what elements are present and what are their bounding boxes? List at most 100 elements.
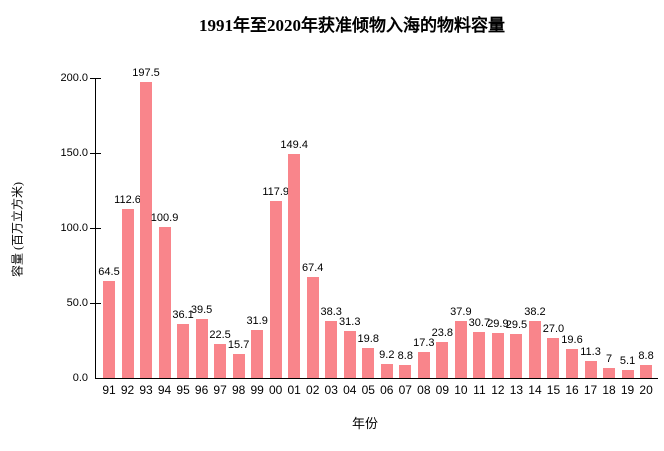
bar-19 — [621, 370, 634, 378]
x-tick-label: 12 — [491, 383, 505, 397]
x-axis-title: 年份 — [351, 416, 378, 431]
x-tick-label: 03 — [324, 383, 338, 397]
bar-value-label: 31.9 — [246, 315, 268, 328]
x-tick-label: 98 — [231, 383, 246, 397]
bar-value-label: 22.5 — [209, 329, 231, 342]
bar-value-label: 64.5 — [98, 266, 120, 279]
bar-91 — [103, 281, 115, 378]
bar-01 — [288, 153, 301, 378]
bar-09 — [436, 342, 449, 378]
x-tick-label: 20 — [639, 383, 653, 397]
x-tick-label: 18 — [602, 383, 616, 397]
y-tick-mark — [90, 228, 101, 229]
bar-value-label: 36.1 — [172, 308, 194, 321]
bar-value-label: 19.6 — [561, 333, 583, 346]
bar-value-label: 112.6 — [114, 194, 141, 207]
bar-02 — [306, 276, 319, 378]
y-tick-label: 50.0 — [66, 297, 88, 309]
x-tick-label: 04 — [343, 383, 357, 397]
x-tick-label: 93 — [139, 383, 153, 397]
bar-value-label: 38.3 — [320, 305, 342, 318]
y-tick-mark — [90, 78, 101, 79]
bar-05 — [362, 348, 375, 378]
y-tick-mark — [90, 303, 101, 304]
bar-value-label: 100.9 — [150, 211, 179, 224]
bar-94 — [158, 226, 171, 378]
bar-value-label: 29.9 — [487, 318, 509, 331]
x-tick-label: 02 — [306, 383, 320, 397]
x-tick-label: 07 — [398, 383, 412, 397]
bar-value-label: 38.2 — [524, 305, 546, 318]
bar-16 — [566, 348, 578, 378]
x-tick-label: 91 — [102, 383, 116, 397]
x-tick-label: 05 — [361, 383, 375, 397]
bar-20 — [640, 364, 653, 378]
x-tick-label: 16 — [565, 383, 579, 397]
bar-value-label: 11.3 — [580, 346, 601, 359]
bar-value-label: 5.1 — [619, 355, 636, 368]
bar-12 — [491, 333, 504, 378]
x-tick-label: 01 — [287, 383, 301, 397]
bar-18 — [603, 367, 616, 378]
bar-value-label: 117.9 — [262, 186, 290, 199]
x-axis-line — [95, 378, 658, 379]
bar-value-label: 39.5 — [190, 303, 213, 316]
x-tick-label: 95 — [176, 383, 190, 397]
bar-07 — [399, 364, 412, 378]
x-tick-label: 11 — [473, 383, 486, 397]
x-tick-label: 17 — [583, 383, 598, 397]
x-tick-label: 00 — [268, 383, 283, 397]
bar-value-label: 9.2 — [379, 349, 395, 362]
bar-value-label: 30.7 — [468, 316, 491, 329]
bar-value-label: 29.5 — [505, 318, 528, 331]
bar-value-label: 8.8 — [638, 349, 654, 362]
bar-value-label: 19.8 — [357, 333, 379, 346]
bar-99 — [251, 330, 264, 378]
x-tick-label: 96 — [194, 383, 209, 397]
bar-03 — [325, 320, 338, 378]
x-tick-label: 10 — [454, 383, 468, 397]
bar-value-label: 8.8 — [397, 349, 413, 362]
bar-96 — [195, 318, 208, 378]
bar-11 — [473, 331, 486, 378]
x-tick-label: 99 — [250, 383, 264, 397]
y-tick-label: 100.0 — [60, 222, 88, 234]
x-tick-label: 92 — [120, 383, 135, 397]
bar-value-label: 31.3 — [339, 316, 361, 329]
bar-97 — [214, 344, 227, 378]
bar-15 — [547, 337, 560, 378]
x-tick-label: 97 — [213, 383, 227, 397]
bar-95 — [177, 323, 190, 378]
bar-value-label: 17.3 — [413, 337, 435, 350]
x-tick-label: 09 — [435, 383, 450, 397]
bar-value-label: 197.5 — [132, 66, 160, 79]
x-tick-label: 19 — [620, 383, 635, 397]
x-tick-label: 06 — [380, 383, 394, 397]
bar-13 — [510, 333, 523, 378]
bar-98 — [232, 354, 245, 378]
x-tick-label: 94 — [157, 383, 172, 397]
bar-92 — [121, 209, 134, 378]
bar-04 — [343, 331, 356, 378]
bar-14 — [528, 320, 541, 378]
x-tick-label: 14 — [528, 383, 542, 397]
bar-08 — [417, 352, 430, 378]
bar-value-label: 67.4 — [302, 261, 324, 274]
bar-06 — [380, 364, 393, 378]
bar-value-label: 27.0 — [542, 322, 565, 335]
x-tick-label: 15 — [546, 383, 561, 397]
y-tick-label: 0.0 — [72, 372, 88, 384]
bar-value-label: 37.9 — [450, 306, 472, 319]
bar-17 — [584, 361, 597, 378]
bar-value-label: 149.4 — [280, 138, 308, 151]
bar-10 — [454, 321, 467, 378]
bar-93 — [140, 81, 153, 378]
y-tick-label: 200.0 — [60, 72, 88, 84]
bar-value-label: 7 — [605, 352, 613, 365]
chart-title: 1991年至2020年获准倾物入海的物料容量 — [199, 16, 505, 35]
x-tick-label: 08 — [417, 383, 431, 397]
y-tick-label: 150.0 — [60, 147, 88, 159]
bar-value-label: 15.7 — [227, 339, 250, 352]
